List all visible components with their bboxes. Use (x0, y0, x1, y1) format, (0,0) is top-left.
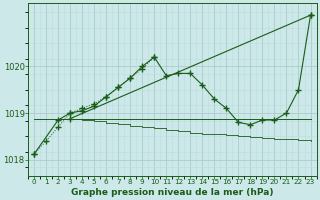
X-axis label: Graphe pression niveau de la mer (hPa): Graphe pression niveau de la mer (hPa) (71, 188, 274, 197)
